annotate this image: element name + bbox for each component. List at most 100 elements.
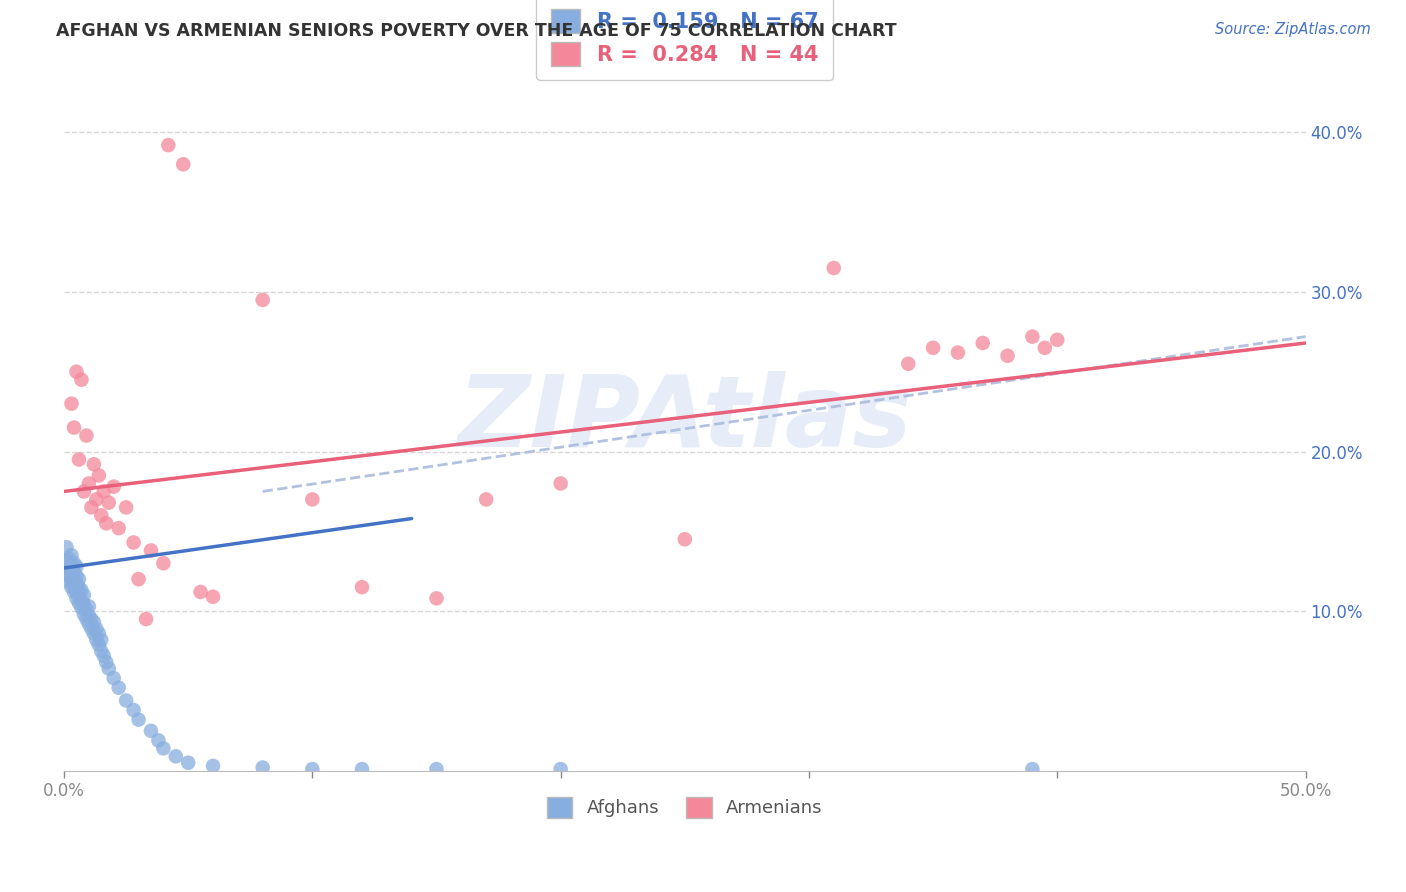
Point — [1021, 329, 1043, 343]
Point — [115, 500, 138, 515]
Point — [77, 476, 100, 491]
Point — [73, 598, 96, 612]
Point — [55, 564, 77, 578]
Point — [93, 484, 115, 499]
Text: AFGHAN VS ARMENIAN SENIORS POVERTY OVER THE AGE OF 75 CORRELATION CHART: AFGHAN VS ARMENIAN SENIORS POVERTY OVER … — [56, 22, 897, 40]
Point — [70, 583, 93, 598]
Point — [67, 452, 90, 467]
Point — [75, 602, 97, 616]
Point — [1021, 762, 1043, 776]
Point — [122, 703, 145, 717]
Point — [165, 749, 187, 764]
Point — [87, 468, 110, 483]
Text: Source: ZipAtlas.com: Source: ZipAtlas.com — [1215, 22, 1371, 37]
Point — [65, 569, 87, 583]
Point — [202, 590, 225, 604]
Point — [97, 662, 120, 676]
Point — [60, 548, 83, 562]
Point — [350, 580, 373, 594]
Point — [87, 638, 110, 652]
Text: ZIPAtlas: ZIPAtlas — [457, 371, 912, 468]
Point — [65, 583, 87, 598]
Point — [152, 741, 174, 756]
Point — [115, 693, 138, 707]
Point — [63, 420, 86, 434]
Point — [425, 591, 447, 606]
Point — [77, 608, 100, 623]
Point — [972, 336, 994, 351]
Point — [65, 591, 87, 606]
Point — [55, 553, 77, 567]
Point — [58, 569, 80, 583]
Point — [177, 756, 200, 770]
Point — [922, 341, 945, 355]
Point — [301, 762, 323, 776]
Point — [83, 615, 105, 630]
Point — [87, 626, 110, 640]
Point — [946, 345, 969, 359]
Point — [63, 585, 86, 599]
Point — [73, 484, 96, 499]
Point — [63, 556, 86, 570]
Point — [823, 260, 845, 275]
Point — [86, 632, 108, 647]
Point — [60, 574, 83, 588]
Point — [135, 612, 157, 626]
Point — [96, 655, 118, 669]
Point — [73, 607, 96, 622]
Point — [63, 572, 86, 586]
Point — [77, 616, 100, 631]
Point — [550, 762, 572, 776]
Point — [1046, 333, 1069, 347]
Point — [80, 500, 103, 515]
Point — [107, 521, 129, 535]
Point — [58, 575, 80, 590]
Point — [67, 596, 90, 610]
Point — [70, 373, 93, 387]
Point — [73, 588, 96, 602]
Point — [107, 681, 129, 695]
Point — [60, 559, 83, 574]
Point — [475, 492, 498, 507]
Point — [60, 397, 83, 411]
Point — [103, 671, 125, 685]
Point — [252, 293, 274, 307]
Point — [83, 458, 105, 472]
Point — [128, 713, 150, 727]
Point — [190, 585, 212, 599]
Point — [70, 601, 93, 615]
Point — [103, 480, 125, 494]
Point — [67, 580, 90, 594]
Point — [425, 762, 447, 776]
Point — [65, 559, 87, 574]
Point — [97, 495, 120, 509]
Point — [550, 476, 572, 491]
Point — [60, 580, 83, 594]
Point — [128, 572, 150, 586]
Point — [77, 599, 100, 614]
Point — [75, 428, 97, 442]
Point — [65, 577, 87, 591]
Point — [122, 535, 145, 549]
Point — [139, 723, 162, 738]
Point — [897, 357, 920, 371]
Point — [90, 508, 112, 523]
Point — [83, 626, 105, 640]
Point — [58, 561, 80, 575]
Point — [58, 551, 80, 566]
Point — [67, 588, 90, 602]
Point — [96, 516, 118, 531]
Legend: Afghans, Armenians: Afghans, Armenians — [540, 789, 830, 825]
Point — [86, 622, 108, 636]
Point — [252, 760, 274, 774]
Point — [63, 578, 86, 592]
Point — [350, 762, 373, 776]
Point — [139, 543, 162, 558]
Point — [152, 556, 174, 570]
Point — [157, 138, 180, 153]
Point — [63, 564, 86, 578]
Point — [93, 648, 115, 663]
Point — [70, 593, 93, 607]
Point — [172, 157, 194, 171]
Point — [673, 533, 696, 547]
